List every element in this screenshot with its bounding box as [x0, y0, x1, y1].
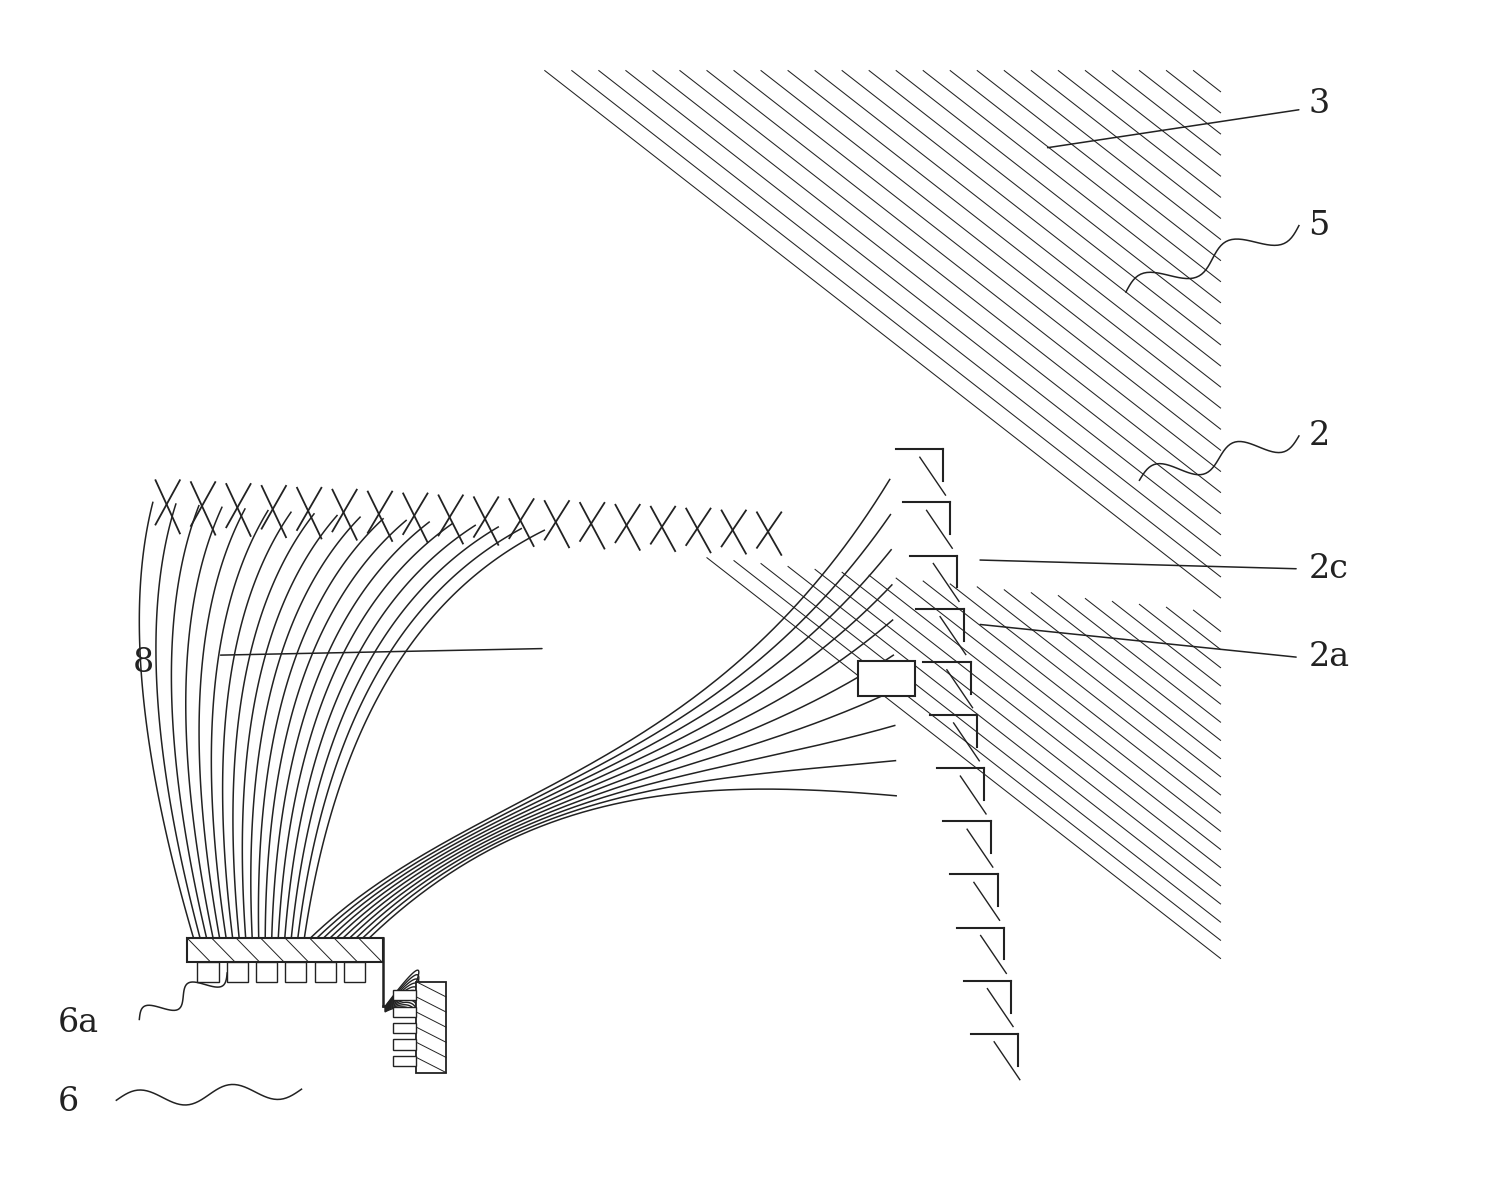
Bar [227, 962, 248, 982]
Bar [393, 1039, 417, 1050]
Text: 2c: 2c [1308, 552, 1348, 585]
Bar [393, 1024, 417, 1033]
Bar [393, 1056, 417, 1065]
Bar [417, 982, 446, 1073]
Text: 2a: 2a [1308, 642, 1350, 673]
Text: 6: 6 [58, 1087, 79, 1119]
Text: 8: 8 [133, 647, 154, 679]
Text: 6a: 6a [58, 1007, 99, 1039]
Bar [187, 938, 383, 962]
Text: 2: 2 [1308, 420, 1329, 452]
Bar [858, 661, 915, 697]
Bar [197, 962, 218, 982]
Bar [256, 962, 277, 982]
Bar [344, 962, 365, 982]
Bar [393, 1007, 417, 1016]
Bar [286, 962, 306, 982]
Text: 3: 3 [1308, 88, 1329, 119]
Bar [393, 990, 417, 1001]
Bar [314, 962, 336, 982]
Text: 5: 5 [1308, 210, 1329, 242]
